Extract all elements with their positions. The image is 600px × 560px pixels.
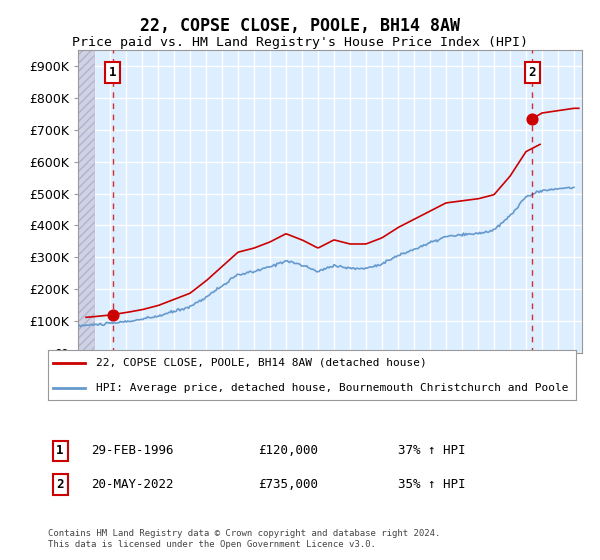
Text: 37% ↑ HPI: 37% ↑ HPI — [398, 444, 466, 458]
Text: £120,000: £120,000 — [258, 444, 318, 458]
Text: HPI: Average price, detached house, Bournemouth Christchurch and Poole: HPI: Average price, detached house, Bour… — [95, 383, 568, 393]
Text: Contains HM Land Registry data © Crown copyright and database right 2024.
This d: Contains HM Land Registry data © Crown c… — [48, 529, 440, 549]
Point — [108, 310, 118, 319]
Text: Price paid vs. HM Land Registry's House Price Index (HPI): Price paid vs. HM Land Registry's House … — [72, 36, 528, 49]
Text: £735,000: £735,000 — [258, 478, 318, 491]
Text: 22, COPSE CLOSE, POOLE, BH14 8AW: 22, COPSE CLOSE, POOLE, BH14 8AW — [140, 17, 460, 35]
Text: 1: 1 — [56, 444, 64, 458]
Text: 2: 2 — [529, 66, 536, 79]
Text: 1: 1 — [109, 66, 116, 79]
Text: 20-MAY-2022: 20-MAY-2022 — [91, 478, 173, 491]
Text: 2: 2 — [56, 478, 64, 491]
Bar — [78, 50, 94, 353]
Text: 35% ↑ HPI: 35% ↑ HPI — [398, 478, 466, 491]
Text: 22, COPSE CLOSE, POOLE, BH14 8AW (detached house): 22, COPSE CLOSE, POOLE, BH14 8AW (detach… — [95, 358, 426, 367]
Text: 29-FEB-1996: 29-FEB-1996 — [91, 444, 173, 458]
Point — [527, 114, 537, 123]
